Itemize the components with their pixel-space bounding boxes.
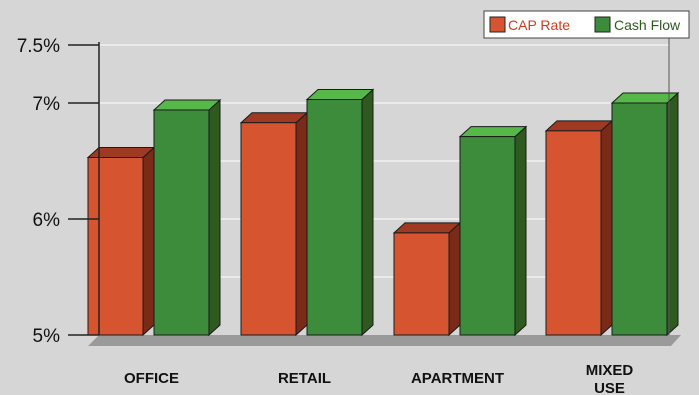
x-tick-label: APARTMENT — [411, 370, 504, 387]
x-tick-label: OFFICE — [124, 370, 179, 387]
bar-side — [600, 119, 613, 337]
bar-front — [545, 130, 602, 336]
bar-side — [295, 111, 308, 337]
legend-swatch-cap-rate — [489, 16, 506, 33]
bar-top — [392, 222, 462, 234]
bar-top — [239, 112, 309, 124]
bar-front — [393, 232, 450, 336]
y-tick-label: 5% — [33, 326, 61, 347]
bar-cash-flow-apartment — [458, 125, 528, 337]
axes: 5% 6% 7% 7.5% OFFICE RETAIL APARTMENT MIXED USE — [17, 36, 670, 395]
y-tick-label: 6% — [33, 210, 61, 231]
legend-box — [483, 10, 690, 39]
bar-cap-rate-office — [86, 146, 156, 337]
bar-side — [448, 221, 461, 337]
bars — [86, 88, 680, 337]
bar-front — [459, 136, 516, 336]
bar-cap-rate-retail — [239, 111, 309, 337]
bar-top — [152, 99, 222, 111]
legend: CAP Rate Cash Flow — [483, 10, 690, 39]
bar-side — [208, 98, 221, 337]
bar-top — [610, 92, 680, 104]
bar-top — [305, 89, 375, 101]
bar-front — [306, 99, 363, 336]
legend-label-cap-rate: CAP Rate — [508, 17, 570, 33]
bar-cap-rate-mixed-use — [544, 119, 614, 337]
y-tick-label: 7.5% — [17, 36, 60, 57]
x-tick-label: RETAIL — [278, 370, 331, 387]
bar-cash-flow-retail — [305, 88, 375, 337]
bar-side — [514, 125, 527, 337]
bar-top — [86, 147, 156, 159]
bar-cap-rate-apartment — [392, 221, 462, 337]
bar-front — [240, 122, 297, 336]
x-tick-label: MIXED USE — [586, 362, 634, 395]
bar-front — [87, 157, 144, 336]
bar-top — [544, 120, 614, 132]
bar-cash-flow-mixed-use — [610, 91, 680, 337]
bar-side — [361, 88, 374, 337]
bar-top — [458, 126, 528, 138]
bar-front — [153, 109, 210, 336]
bar-cash-flow-office — [152, 98, 222, 337]
y-tick-label: 7% — [33, 94, 61, 115]
legend-label-cash-flow: Cash Flow — [614, 17, 681, 33]
chart-floor — [88, 335, 681, 346]
bar-front — [611, 102, 668, 336]
bar-side — [142, 146, 155, 337]
legend-swatch-cash-flow — [594, 16, 611, 33]
